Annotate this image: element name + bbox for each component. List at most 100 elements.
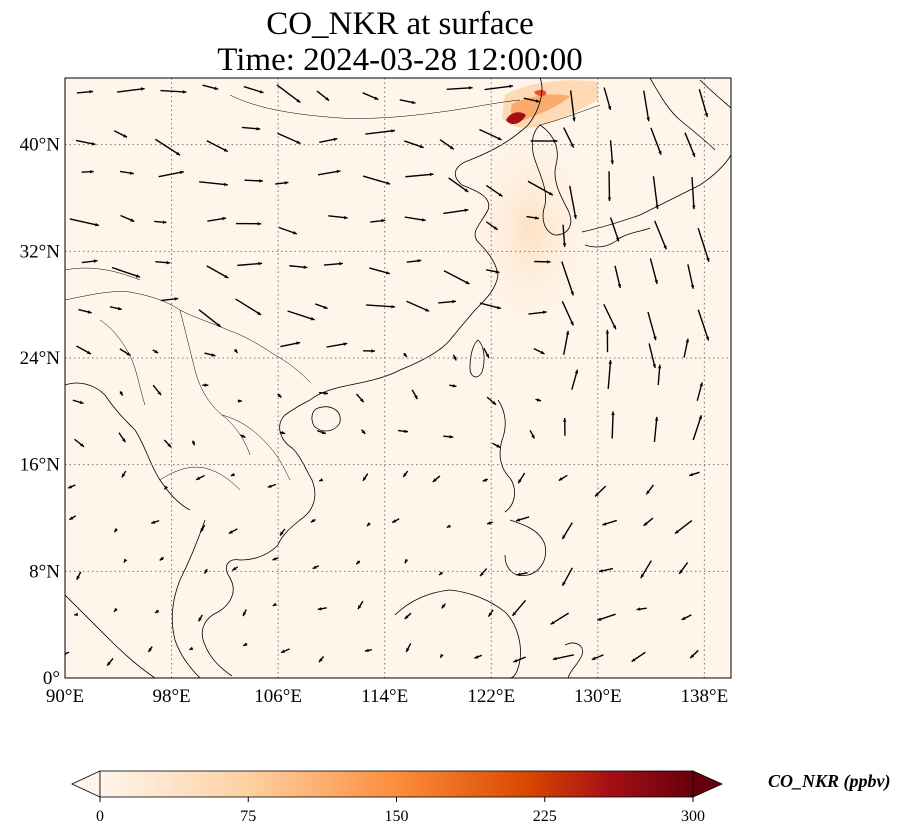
wind-vector — [155, 260, 171, 265]
wind-vector — [533, 347, 545, 355]
wind-vector — [113, 607, 118, 613]
wind-vector — [81, 170, 94, 174]
wind-vector — [160, 89, 187, 94]
wind-vector — [486, 396, 497, 406]
wind-vector — [515, 516, 530, 522]
colorbar-ramp — [99, 770, 694, 798]
wind-vector — [276, 84, 301, 104]
wind-vector — [657, 364, 662, 386]
wind-vector — [482, 478, 489, 482]
wind-vector — [207, 216, 227, 222]
lon-tick-label: 106°E — [254, 686, 302, 707]
map-title: CO_NKR at surface — [266, 6, 534, 42]
lon-tick-labels: 90°E 98°E 106°E 114°E 122°E 130°E 138°E — [46, 686, 728, 707]
lat-tick-label: 16°N — [20, 455, 61, 476]
wind-vector — [403, 352, 408, 358]
wind-vector — [152, 384, 162, 396]
wind-vector — [243, 85, 264, 94]
wind-vector — [645, 484, 655, 495]
wind-vector — [449, 384, 457, 388]
wind-vector — [163, 485, 169, 490]
map-time: Time: 2024-03-28 12:00:00 — [217, 42, 583, 78]
wind-vector — [203, 568, 208, 574]
wind-vector — [159, 556, 165, 562]
wind-vector — [689, 471, 700, 477]
wind-vector — [562, 224, 567, 248]
wind-vector — [609, 140, 614, 165]
wind-vector — [69, 218, 100, 227]
wind-vector — [607, 360, 613, 390]
wind-vector — [106, 657, 114, 667]
wind-vector — [117, 87, 145, 93]
wind-vector — [119, 348, 131, 357]
wind-vector — [558, 474, 568, 482]
wind-vector — [391, 518, 400, 524]
lat-tick-labels: 0° 8°N 16°N 24°N 32°N 40°N — [20, 135, 61, 689]
wind-vector — [684, 132, 696, 158]
wind-vector — [636, 607, 647, 611]
wind-vector — [591, 654, 604, 661]
wind-vector — [152, 349, 159, 354]
colorbar-tick-label: 150 — [385, 808, 409, 825]
wind-vector — [363, 349, 375, 353]
wind-vector — [528, 310, 547, 315]
wind-vector — [446, 86, 473, 90]
wind-vector — [404, 612, 412, 620]
wind-vector — [189, 646, 194, 651]
wind-vector — [526, 215, 540, 220]
wind-vector — [441, 603, 446, 609]
wind-vector — [317, 607, 327, 611]
wind-vector — [366, 304, 396, 309]
wind-vector — [650, 127, 662, 156]
wind-vector — [609, 217, 620, 242]
wind-vector — [158, 170, 184, 178]
wind-vector — [364, 648, 372, 653]
wind-vector — [244, 179, 263, 183]
lon-tick-label: 130°E — [574, 686, 622, 707]
wind-vector — [72, 399, 84, 405]
wind-vector — [113, 528, 118, 533]
wind-vector — [602, 519, 618, 526]
wind-vector — [648, 343, 656, 369]
wind-vector — [527, 180, 554, 196]
wind-vector — [691, 177, 696, 210]
wind-vector — [280, 341, 301, 348]
wind-vector — [611, 411, 615, 439]
wind-vector — [443, 435, 454, 439]
lat-tick-label: 0° — [43, 668, 60, 689]
wind-vector — [486, 521, 493, 525]
wind-vector — [563, 330, 570, 355]
wind-vector — [485, 184, 503, 198]
map-background — [65, 78, 731, 678]
colorbar-label: CO_NKR (ppbv) — [768, 771, 891, 791]
wind-vector — [697, 227, 710, 262]
wind-vector — [405, 172, 434, 178]
wind-vector — [439, 139, 455, 150]
wind-vector — [674, 520, 693, 535]
wind-vector — [362, 175, 391, 185]
wind-vector — [603, 303, 617, 330]
lon-tick-label: 114°E — [361, 686, 408, 707]
wind-vector — [550, 612, 570, 625]
wind-vector — [199, 181, 228, 187]
wind-vector — [643, 517, 654, 527]
wind-vector — [242, 642, 248, 647]
wind-vector — [654, 220, 667, 250]
wind-vector — [402, 470, 409, 478]
wind-vector — [362, 92, 379, 101]
wind-vector — [154, 220, 167, 224]
wind-vector — [362, 473, 369, 482]
wind-vector — [563, 127, 575, 148]
wind-vector — [687, 264, 695, 289]
wind-vector — [326, 342, 348, 348]
wind-vector — [235, 221, 262, 226]
wind-vector — [678, 562, 689, 575]
wind-vector — [278, 226, 298, 235]
wind-vector — [404, 216, 426, 222]
wind-vector — [523, 97, 540, 103]
wind-vector — [561, 567, 573, 587]
wind-vector — [147, 646, 153, 653]
wind-vector — [310, 518, 316, 523]
wind-vector — [241, 126, 261, 131]
wind-vector — [67, 484, 76, 489]
